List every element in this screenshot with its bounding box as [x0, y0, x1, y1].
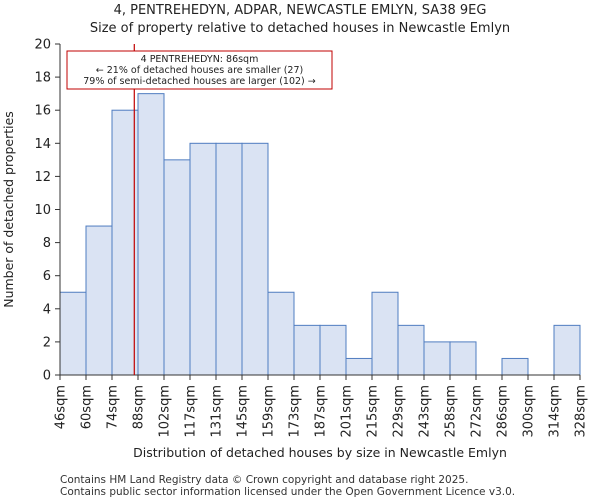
histogram-bar	[371, 291, 399, 376]
histogram-bar	[293, 324, 321, 376]
histogram-bar	[85, 225, 113, 376]
y-tick-label: 18	[34, 71, 51, 86]
chart-title: 4, PENTREHEDYN, ADPAR, NEWCASTLE EMLYN, …	[113, 3, 487, 18]
histogram-bar	[189, 142, 217, 376]
y-tick-label: 12	[34, 170, 51, 185]
x-axis-label: Distribution of detached houses by size …	[133, 445, 507, 460]
histogram-bar	[163, 159, 191, 376]
histogram-bar	[501, 357, 529, 376]
footer-licence: Contains public sector information licen…	[60, 486, 516, 498]
x-tick-label: 88sqm	[132, 385, 147, 429]
x-tick-label: 187sqm	[314, 385, 329, 438]
footer-copyright: Contains HM Land Registry data © Crown c…	[60, 474, 469, 486]
histogram-bar	[397, 324, 425, 376]
x-tick-label: 60sqm	[80, 385, 95, 429]
histogram-bar	[267, 291, 295, 376]
y-tick-label: 0	[43, 369, 51, 384]
y-tick-label: 16	[34, 104, 51, 119]
y-tick-label: 10	[34, 203, 51, 218]
chart-subtitle: Size of property relative to detached ho…	[89, 21, 511, 36]
annotation-box	[66, 50, 333, 90]
x-tick-label: 117sqm	[184, 385, 199, 438]
y-tick-label: 14	[34, 137, 51, 152]
histogram-bar	[59, 291, 87, 376]
x-tick-label: 258sqm	[444, 385, 459, 438]
histogram-bar	[449, 341, 477, 376]
x-tick-label: 131sqm	[210, 385, 225, 438]
histogram-bar	[345, 357, 373, 376]
histogram-bar	[423, 341, 451, 376]
histogram-bar	[241, 142, 269, 376]
x-tick-label: 314sqm	[548, 385, 563, 438]
y-tick-label: 20	[34, 38, 51, 53]
x-tick-label: 286sqm	[496, 385, 511, 438]
y-tick-label: 8	[43, 236, 51, 251]
x-tick-label: 328sqm	[574, 385, 589, 438]
x-tick-label: 243sqm	[418, 385, 433, 438]
annotation-line-3: 79% of semi-detached houses are larger (…	[83, 76, 316, 87]
histogram-chart: 0 2 4 6 8 10 12 14 16 18 20 46sqm 60sqm 74sqm 88sqm 102…	[1, 38, 589, 461]
annotation-line-2: ← 21% of detached houses are smaller (27…	[96, 65, 303, 76]
x-tick-label: 159sqm	[262, 385, 277, 438]
x-tick-label: 215sqm	[366, 385, 381, 438]
x-tick-label: 229sqm	[392, 385, 407, 438]
histogram-bar	[319, 324, 347, 376]
histogram-bar	[215, 142, 243, 376]
y-tick-label: 6	[43, 269, 51, 284]
x-tick-label: 201sqm	[340, 385, 355, 438]
x-tick-label: 300sqm	[522, 385, 537, 438]
y-tick-label: 4	[43, 302, 51, 317]
x-tick-label: 173sqm	[288, 385, 303, 438]
x-tick-label: 145sqm	[236, 385, 251, 438]
x-tick-label: 46sqm	[54, 385, 69, 429]
x-tick-label: 272sqm	[470, 385, 485, 438]
x-tick-label: 102sqm	[158, 385, 173, 438]
y-tick-label: 2	[43, 335, 51, 350]
annotation-line-1: 4 PENTREHEDYN: 86sqm	[141, 54, 259, 65]
x-tick-label: 74sqm	[106, 385, 121, 429]
histogram-bar	[111, 109, 139, 376]
y-axis-label: Number of detached properties	[1, 111, 16, 308]
histogram-bar	[137, 93, 165, 376]
histogram-bar	[553, 324, 581, 376]
